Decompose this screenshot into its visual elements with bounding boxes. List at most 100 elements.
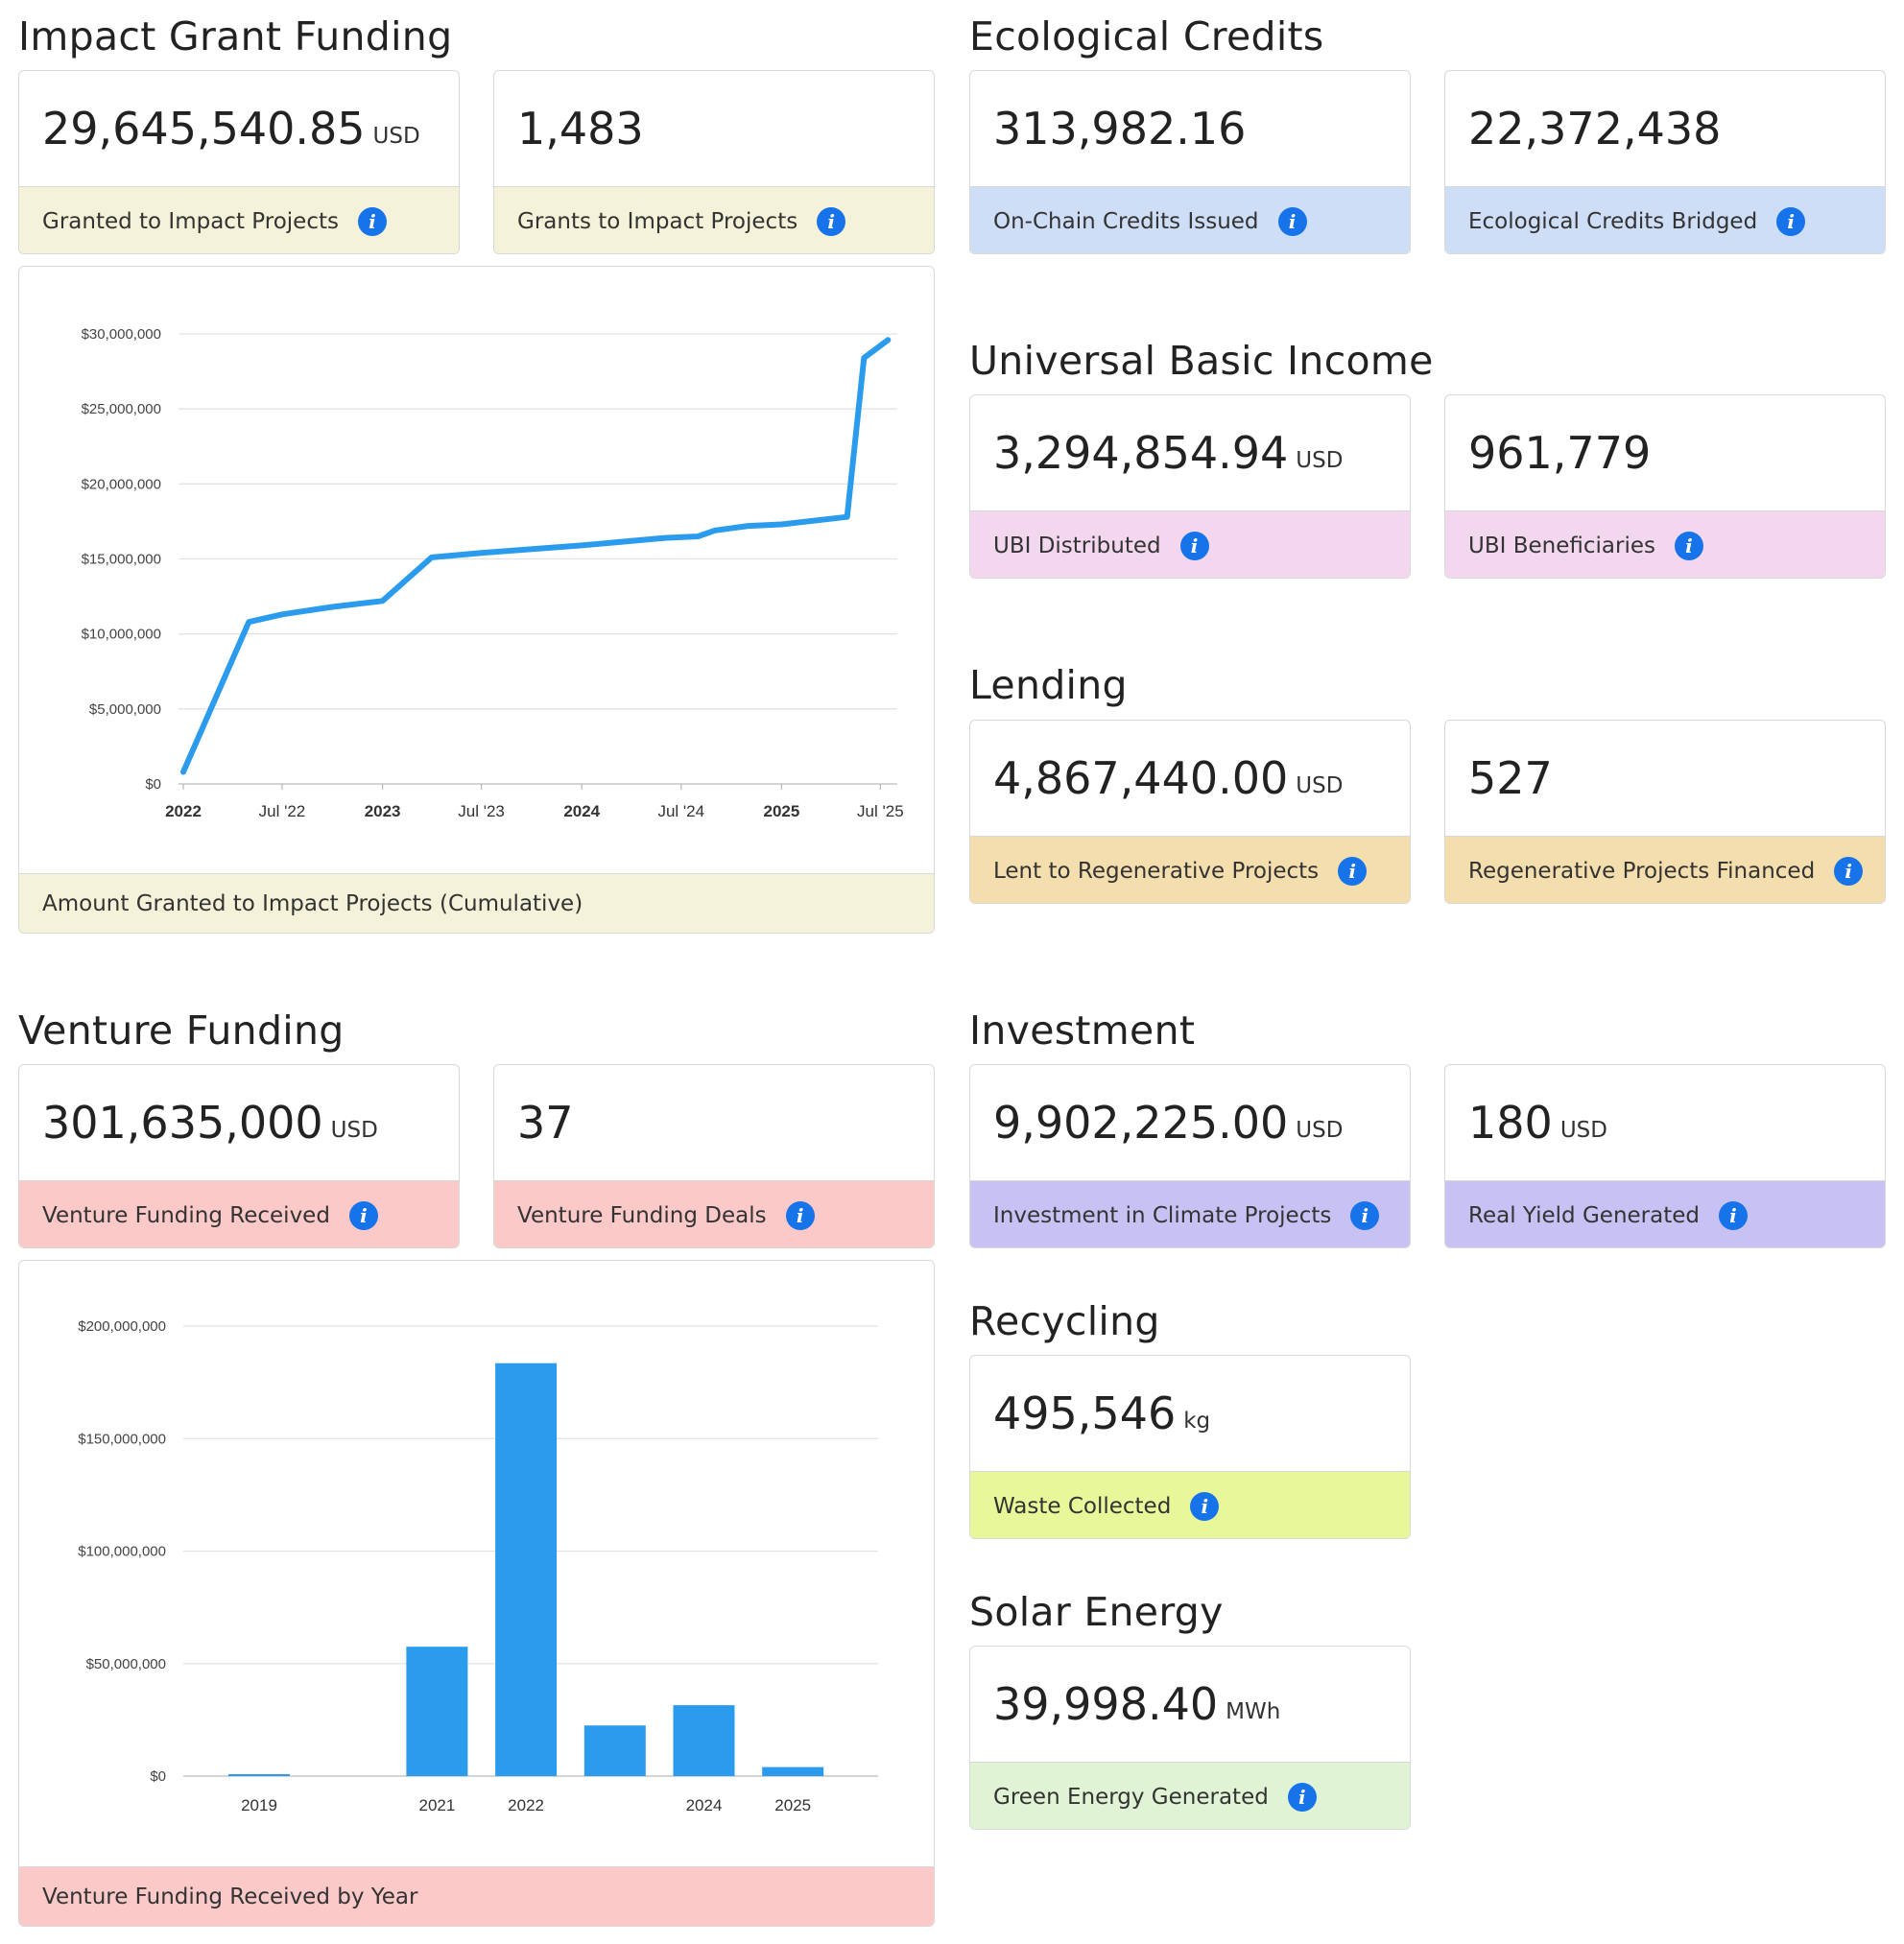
info-icon[interactable]: i [1277,206,1307,236]
stat-card-green-energy: 39,998.40 MWh Green Energy Generated i [969,1646,1411,1830]
x-tick-label: 2022 [165,802,202,820]
y-tick-label: $200,000,000 [78,1318,166,1335]
info-icon[interactable]: i [817,206,846,236]
x-tick-label: Jul '25 [857,802,904,820]
info-icon[interactable]: i [1674,531,1703,560]
info-icon[interactable]: i [348,1200,378,1230]
stat-value: 37 [517,1097,574,1149]
stat-label: Waste Collected [993,1493,1172,1519]
stat-card-lent: 4,867,440.00 USD Lent to Regenerative Pro… [969,720,1411,904]
stat-value: 9,902,225.00 [993,1097,1289,1149]
bar-chart: $0 $50,000,000 $100,000,000 $150,000,000 $20… [78,1318,878,1814]
info-icon[interactable]: i [1338,856,1368,886]
x-tick-label: 2023 [365,802,401,820]
chart-card-venture-by-year: $0 $50,000,000 $100,000,000 $150,000,000 $20… [18,1260,935,1927]
stat-label: Granted to Impact Projects [42,208,339,234]
stat-unit: USD [1559,1118,1607,1143]
info-icon[interactable]: i [357,206,387,236]
chart-caption: Venture Funding Received by Year [42,1884,418,1909]
stat-label: Venture Funding Received [42,1202,330,1228]
y-tick-label: $50,000,000 [86,1656,166,1672]
stat-card-ubi-distributed: 3,294,854.94 USD UBI Distributed i [969,394,1411,579]
x-tick-label: Jul '22 [259,802,306,820]
stat-label: Venture Funding Deals [517,1202,767,1228]
x-tick-label: 2019 [241,1796,277,1814]
stat-value: 495,546 [993,1387,1177,1439]
stat-card-venture-deals: 37 Venture Funding Deals i [493,1064,935,1248]
bar [228,1774,290,1776]
info-icon[interactable]: i [1287,1782,1317,1812]
info-icon[interactable]: i [1350,1200,1380,1230]
stat-card-projects-financed: 527 Regenerative Projects Financed i [1444,720,1886,904]
stat-card-ubi-beneficiaries: 961,779 UBI Beneficiaries i [1444,394,1886,579]
section-title-ecological: Ecological Credits [969,13,1324,59]
stat-unit: USD [1296,1118,1344,1143]
y-tick-label: $30,000,000 [82,326,161,343]
bar [673,1705,735,1776]
stat-label: UBI Distributed [993,533,1161,558]
line-chart: $0 $5,000,000 $10,000,000 $15,000,000 $20,00… [82,326,904,820]
stat-unit: USD [1296,773,1344,798]
y-tick-label: $15,000,000 [82,552,161,568]
stat-unit: MWh [1226,1699,1281,1724]
stat-label: Real Yield Generated [1468,1202,1700,1228]
stat-card-credits-bridged: 22,372,438 Ecological Credits Bridged i [1444,70,1886,254]
bar [406,1647,468,1776]
section-title-recycling: Recycling [969,1298,1160,1344]
stat-value: 301,635,000 [42,1097,323,1149]
stat-unit: USD [330,1118,378,1143]
x-tick-label: 2024 [686,1796,723,1814]
stat-value: 22,372,438 [1468,103,1722,154]
stat-card-credits-issued: 313,982.16 On-Chain Credits Issued i [969,70,1411,254]
info-icon[interactable]: i [1718,1200,1748,1230]
stat-card-grants-count: 1,483 Grants to Impact Projects i [493,70,935,254]
x-tick-label: Jul '23 [458,802,505,820]
stat-label: Regenerative Projects Financed [1468,858,1816,884]
info-icon[interactable]: i [1190,1491,1220,1521]
y-tick-label: $0 [150,1768,166,1785]
stat-label: Lent to Regenerative Projects [993,858,1320,884]
stat-unit: USD [1296,448,1344,473]
stat-card-real-yield: 180 USD Real Yield Generated i [1444,1064,1886,1248]
x-tick-label: Jul '24 [657,802,704,820]
y-tick-label: $10,000,000 [82,627,161,643]
y-tick-label: $150,000,000 [78,1431,166,1447]
info-icon[interactable]: i [1776,206,1806,236]
y-tick-label: $0 [145,776,161,793]
section-title-venture: Venture Funding [18,1008,345,1054]
info-icon[interactable]: i [785,1200,815,1230]
stat-value: 3,294,854.94 [993,427,1289,479]
stat-unit: kg [1183,1409,1211,1434]
stat-value: 39,998.40 [993,1678,1219,1730]
x-tick-label: 2025 [774,1796,811,1814]
chart-card-cumulative-grants: $0 $5,000,000 $10,000,000 $15,000,000 $20,00… [18,266,935,934]
stat-value: 527 [1468,752,1553,804]
info-icon[interactable]: i [1179,531,1209,560]
info-icon[interactable]: i [1834,856,1864,886]
stat-card-venture-received: 301,635,000 USD Venture Funding Received i [18,1064,460,1248]
stat-value: 313,982.16 [993,103,1247,154]
bar [762,1766,824,1776]
stat-label: Green Energy Generated [993,1784,1269,1810]
y-tick-label: $100,000,000 [78,1544,166,1560]
bar [495,1363,558,1776]
chart-caption: Amount Granted to Impact Projects (Cumul… [42,890,583,916]
x-tick-label: 2022 [508,1796,544,1814]
bar [583,1725,646,1776]
stat-value: 180 [1468,1097,1553,1149]
stat-label: Grants to Impact Projects [517,208,798,234]
series-line [180,337,892,775]
x-tick-label: 2025 [763,802,799,820]
section-title-lending: Lending [969,662,1128,708]
stat-card-waste: 495,546 kg Waste Collected i [969,1355,1411,1539]
stat-unit: USD [372,124,420,149]
y-tick-label: $5,000,000 [89,701,161,718]
stat-value: 29,645,540.85 [42,103,366,154]
section-title-impact-grant: Impact Grant Funding [18,13,453,59]
x-tick-label: 2024 [563,802,600,820]
stat-value: 4,867,440.00 [993,752,1289,804]
y-tick-label: $20,000,000 [82,476,161,492]
stat-label: Investment in Climate Projects [993,1202,1332,1228]
stat-value: 961,779 [1468,427,1652,479]
stat-card-investment: 9,902,225.00 USD Investment in Climate Pr… [969,1064,1411,1248]
